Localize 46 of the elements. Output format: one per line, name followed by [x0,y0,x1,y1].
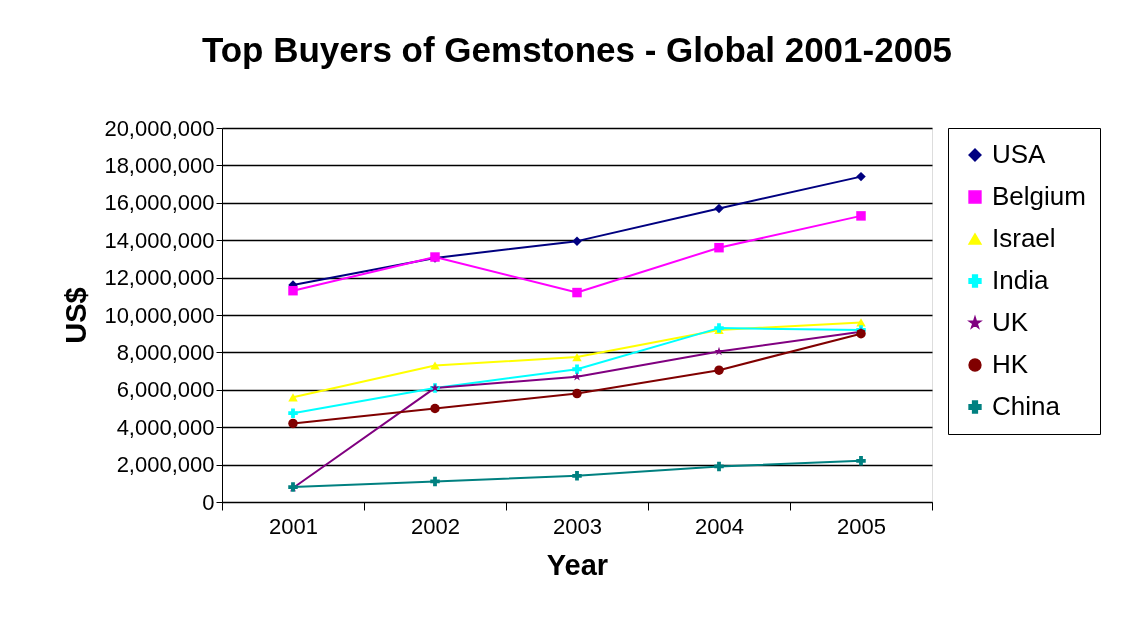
y-tick-label: 18,000,000 [104,152,215,178]
y-tick-label: 6,000,000 [116,377,215,403]
x-tick-label: 2001 [269,513,318,539]
point [288,393,298,402]
point [856,171,866,182]
y-tick-label: 20,000,000 [104,115,215,141]
legend-label: UK [992,307,1029,337]
y-tick-label: 12,000,000 [104,265,215,291]
legend-label: Israel [992,223,1056,253]
x-tick-label: 2004 [695,513,744,539]
legend-label: India [992,265,1049,295]
point [572,388,582,399]
y-tick-label: 8,000,000 [116,339,215,365]
legend-label: China [992,391,1061,421]
point [856,456,866,466]
x-tick-label: 2005 [837,513,886,539]
chart-title: Top Buyers of Gemstones - Global 2001-2005 [201,30,953,69]
legend-label: USA [992,139,1047,169]
y-tick-label: 2,000,000 [116,452,215,478]
point [714,242,724,253]
point [572,364,582,374]
point [430,361,440,370]
y-tick-label: 0 [202,489,215,515]
legend-label: HK [992,349,1029,379]
y-tick-label: 10,000,000 [104,302,215,328]
point [714,461,724,472]
point [714,365,724,375]
point [430,476,440,487]
y-tick-label: 14,000,000 [104,227,215,253]
point [288,285,298,296]
x-axis-title: Year [546,548,609,581]
legend-label: Belgium [992,181,1086,211]
point [572,287,582,298]
x-tick-label: 2002 [411,513,460,539]
point [430,403,440,414]
point [714,203,724,214]
x-tick-label: 2003 [553,513,602,539]
point [288,418,298,429]
point [856,211,866,221]
y-tick-label: 16,000,000 [104,190,215,216]
point [572,471,582,481]
point [572,352,582,362]
point [572,371,582,381]
y-axis-title: US$ [60,287,93,344]
point [288,408,298,418]
y-tick-label: 4,000,000 [116,414,215,440]
